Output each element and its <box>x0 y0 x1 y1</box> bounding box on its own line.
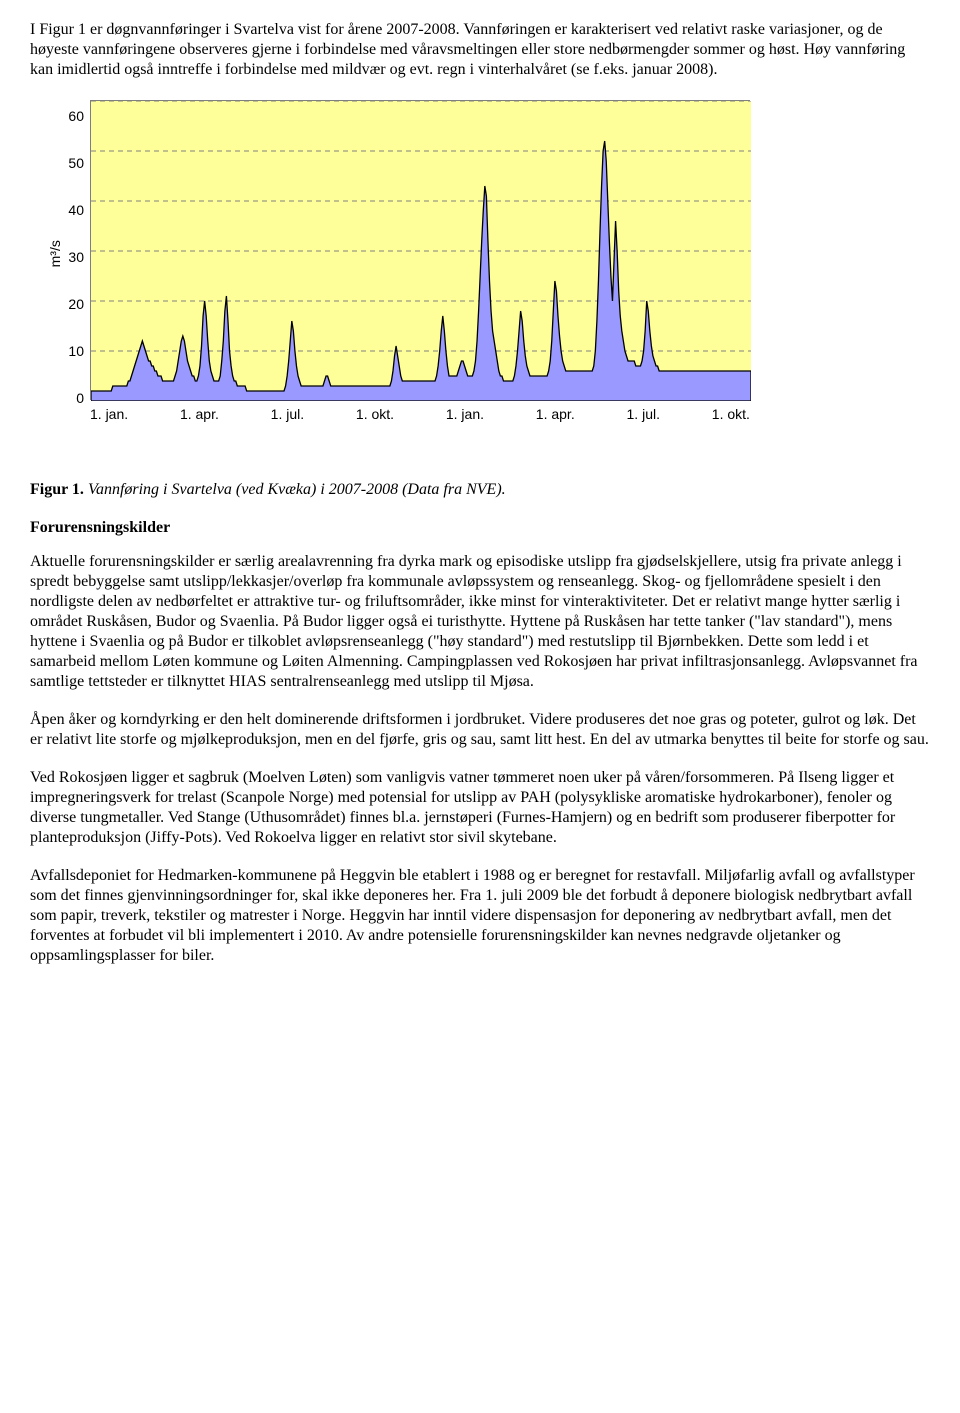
y-tick: 20 <box>68 296 84 314</box>
figure-caption-text: Vannføring i Svartelva (ved Kvæka) i 200… <box>84 481 506 498</box>
body-paragraph: Aktuelle forurensningskilder er særlig a… <box>30 552 930 692</box>
x-tick: 1. apr. <box>536 406 575 424</box>
intro-paragraph: I Figur 1 er døgnvannføringer i Svartelv… <box>30 20 930 80</box>
y-tick: 60 <box>68 108 84 126</box>
y-tick: 50 <box>68 155 84 173</box>
body-paragraph: Ved Rokosjøen ligger et sagbruk (Moelven… <box>30 768 930 848</box>
x-tick: 1. apr. <box>180 406 219 424</box>
x-tick: 1. jan. <box>446 406 484 424</box>
x-tick: 1. jul. <box>627 406 660 424</box>
y-tick: 30 <box>68 249 84 267</box>
chart-svg <box>91 101 751 401</box>
x-tick: 1. okt. <box>356 406 394 424</box>
section-heading: Forurensningskilder <box>30 518 930 538</box>
body-paragraph: Avfallsdeponiet for Hedmarken-kommunene … <box>30 866 930 966</box>
y-tick: 0 <box>76 390 84 408</box>
x-tick: 1. jul. <box>271 406 304 424</box>
figure-number: Figur 1. <box>30 481 84 498</box>
chart-plot-area <box>90 100 750 400</box>
y-axis-label: m³/s <box>47 240 65 267</box>
x-tick-labels: 1. jan. 1. apr. 1. jul. 1. okt. 1. jan. 1. ap… <box>90 406 750 424</box>
x-tick: 1. jan. <box>90 406 128 424</box>
body-paragraph: Åpen åker og korndyrking er den helt dom… <box>30 710 930 750</box>
y-tick: 40 <box>68 202 84 220</box>
figure-caption: Figur 1. Vannføring i Svartelva (ved Kvæ… <box>30 480 930 500</box>
chart-container: m³/s 60 50 40 30 20 10 0 1. jan. 1. apr. 1. jul.… <box>50 100 930 450</box>
y-tick: 10 <box>68 343 84 361</box>
x-tick: 1. okt. <box>712 406 750 424</box>
